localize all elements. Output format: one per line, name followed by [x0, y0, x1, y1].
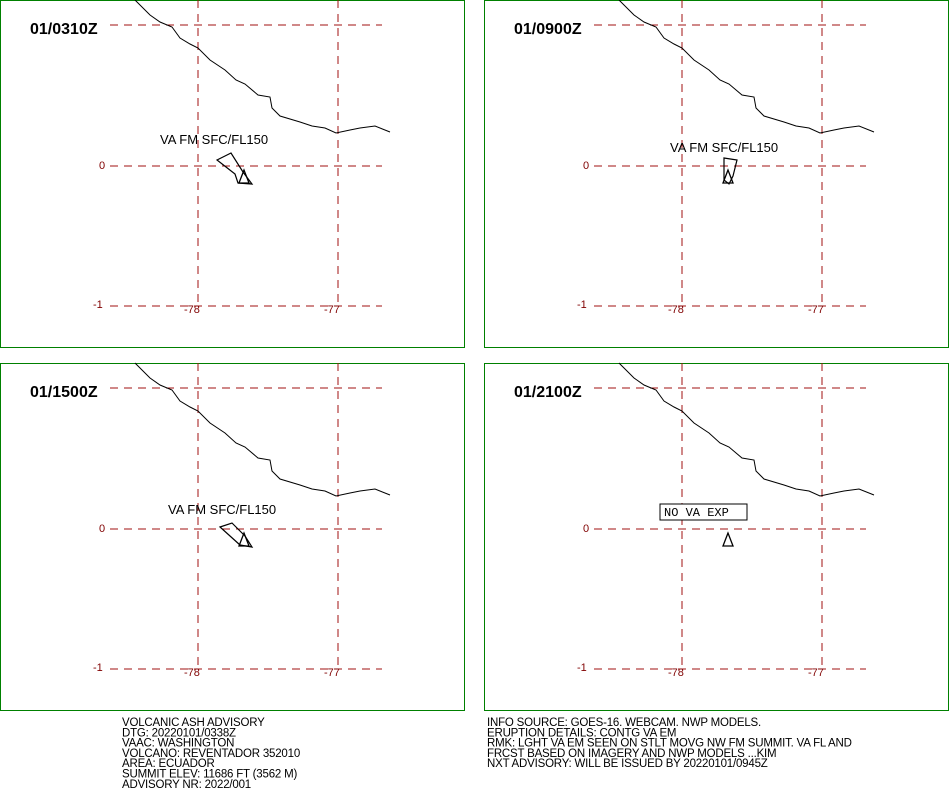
- valid-time: 01/1500Z: [30, 384, 98, 401]
- annotation: VA FM SFC/FL150: [168, 502, 276, 517]
- coastline: [134, 362, 391, 497]
- annotation: VA FM SFC/FL150: [160, 132, 268, 147]
- panel: 0 -1 -78 -77 01/1500Z VA FM SFC/FL150: [0, 362, 465, 711]
- volcano: [722, 531, 734, 547]
- info-line: RMK: LGHT VA EM SEEN ON STLT MOVG NW FM …: [487, 738, 852, 750]
- lat-label: -1: [577, 662, 587, 674]
- lat-label: 0: [583, 523, 589, 535]
- lon-label: -78: [668, 667, 684, 679]
- lon-label: -77: [324, 304, 340, 316]
- panel-border: [0, 363, 465, 711]
- lat-label: -1: [93, 662, 103, 674]
- panel: 0 -1 -78 -77 01/2100Z NO VA EXP: [484, 362, 949, 711]
- info-line: ERUPTION DETAILS: CONTG VA EM: [487, 727, 676, 739]
- annotation: VA FM SFC/FL150: [670, 140, 778, 155]
- panel: 0 -1 -78 -77 01/0900Z VA FM SFC/FL150: [484, 0, 949, 348]
- annotation: NO VA EXP: [664, 506, 729, 520]
- volcano: [238, 168, 250, 184]
- lon-label: -78: [184, 304, 200, 316]
- info-line: VAAC: WASHINGTON: [122, 738, 234, 750]
- info-line: VOLCANIC ASH ADVISORY: [122, 717, 265, 729]
- lon-label: -78: [668, 304, 684, 316]
- lat-label: -1: [577, 299, 587, 311]
- info-line: ADVISORY NR: 2022/001: [122, 779, 251, 791]
- lon-label: -77: [808, 304, 824, 316]
- coastline: [618, 0, 875, 134]
- coastline: [134, 0, 391, 134]
- lon-label: -78: [184, 667, 200, 679]
- lat-label: 0: [583, 160, 589, 172]
- lat-label: -1: [93, 299, 103, 311]
- lon-label: -77: [324, 667, 340, 679]
- panel-border: [484, 0, 949, 348]
- panel: 0 -1 -78 -77 01/0310Z VA FM SFC/FL150: [0, 0, 465, 348]
- lat-label: 0: [99, 523, 105, 535]
- annotation-box: [659, 503, 748, 521]
- info-line: DTG: 20220101/0338Z: [122, 727, 236, 739]
- volcano: [722, 168, 734, 184]
- ash-area: [215, 152, 254, 185]
- info-line: VOLCANO: REVENTADOR 352010: [122, 748, 300, 760]
- panel-border: [0, 0, 465, 348]
- info-line: NXT ADVISORY: WILL BE ISSUED BY 20220101…: [487, 758, 768, 770]
- info-line: SUMMIT ELEV: 11686 FT (3562 M): [122, 769, 297, 781]
- ash-area: [723, 157, 738, 185]
- ash-area: [218, 522, 254, 548]
- panel-border: [484, 363, 949, 711]
- info-line: FRCST BASED ON IMAGERY AND NWP MODELS ..…: [487, 748, 776, 760]
- valid-time: 01/2100Z: [514, 384, 582, 401]
- valid-time: 01/0900Z: [514, 21, 582, 38]
- info-line: INFO SOURCE: GOES-16. WEBCAM. NWP MODELS…: [487, 717, 761, 729]
- valid-time: 01/0310Z: [30, 21, 98, 38]
- info-line: AREA: ECUADOR: [122, 758, 215, 770]
- lon-label: -77: [808, 667, 824, 679]
- lat-label: 0: [99, 160, 105, 172]
- coastline: [618, 362, 875, 497]
- volcano: [238, 531, 250, 547]
